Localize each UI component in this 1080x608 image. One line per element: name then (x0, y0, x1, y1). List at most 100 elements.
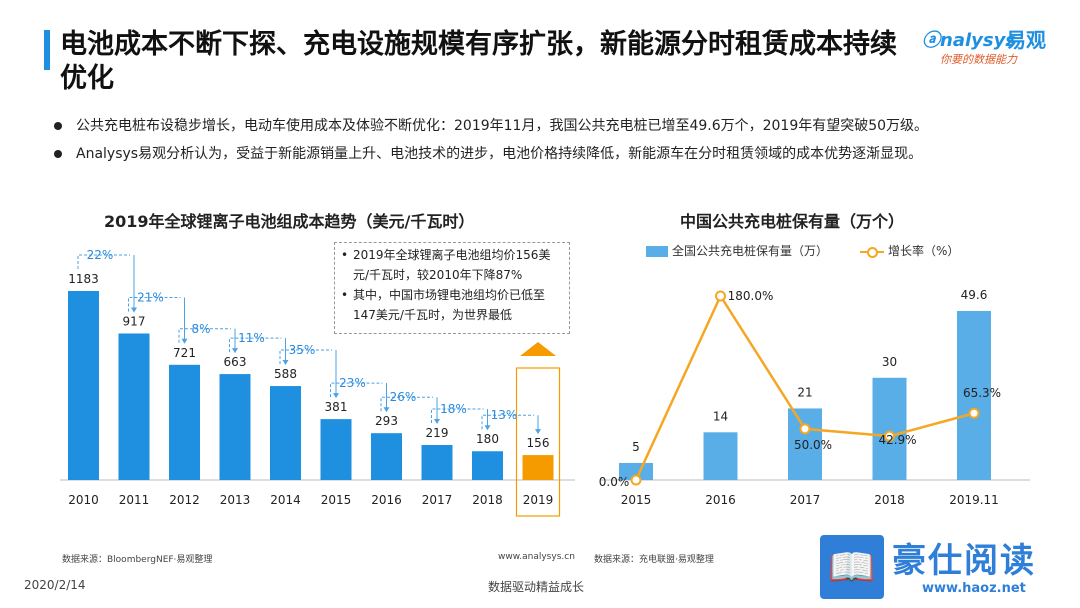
note-item: 2019年全球锂离子电池组均价156美元/千瓦时，较2010年下降87% (339, 245, 565, 285)
legend-line-swatch (860, 246, 884, 258)
right-source: 数据来源：充电联盟·易观整理 (594, 555, 714, 565)
title-accent-bar (44, 30, 50, 70)
chart-legend: 全国公共充电桩保有量（万） 增长率（%） (640, 242, 1060, 262)
x-tick-label: 2016 (371, 493, 402, 507)
data-label: 21 (797, 385, 812, 399)
legend-bar-swatch (646, 246, 668, 257)
left-chart-title: 2019年全球锂离子电池组成本趋势（美元/千瓦时） (104, 212, 475, 231)
book-icon: 📖 (820, 535, 884, 599)
x-tick-label: 2014 (270, 493, 301, 507)
bar (957, 311, 991, 480)
decline-label: 11% (238, 331, 265, 345)
growth-marker (715, 290, 726, 302)
logo-tagline: 你要的数据能力 (940, 53, 1017, 66)
summary-bullets: 公共充电桩布设稳步增长，电动车使用成本及体验不断优化：2019年11月，我国公共… (52, 112, 1062, 168)
decline-label: 23% (339, 376, 366, 390)
bar (68, 291, 99, 480)
data-label: 293 (375, 414, 398, 428)
decline-label: 35% (289, 343, 316, 357)
bar (219, 374, 251, 480)
growth-marker (799, 423, 811, 435)
x-tick-label: 2018 (874, 493, 905, 507)
x-tick-label: 2012 (169, 493, 200, 507)
x-tick-label: 2016 (705, 493, 736, 507)
data-label: 156 (527, 436, 550, 450)
legend-item-bar: 全国公共充电桩保有量（万） (646, 242, 828, 259)
down-arrow-icon (333, 393, 339, 399)
bar (320, 419, 352, 480)
x-tick-label: 2013 (220, 493, 251, 507)
data-label: 663 (224, 355, 247, 369)
growth-label: 65.3% (963, 386, 1001, 400)
bar (619, 462, 653, 480)
left-source-url: www.analysys.cn (498, 552, 575, 562)
decline-label: 26% (390, 390, 417, 404)
growth-label: 50.0% (794, 438, 832, 452)
down-arrow-icon (232, 348, 238, 354)
left-source: 数据来源：BloombergNEF·易观整理 (62, 555, 213, 565)
up-arrow-icon (520, 342, 556, 356)
note-item: 其中，中国市场锂电池组均价已低至147美元/千瓦时，为世界最低 (339, 285, 565, 325)
x-tick-label: 2017 (790, 493, 821, 507)
decline-label: 13% (491, 408, 518, 422)
x-tick-label: 2015 (321, 493, 352, 507)
logo-cn-name: 易观 (1006, 28, 1046, 52)
decline-label: 8% (191, 322, 210, 336)
bar (872, 377, 907, 480)
bar (270, 386, 301, 480)
page-title: 电池成本不断下探、充电设施规模有序扩张，新能源分时租赁成本持续优化 (60, 29, 897, 94)
x-tick-label: 2010 (68, 493, 99, 507)
data-label: 381 (325, 400, 348, 414)
bar (703, 432, 738, 480)
x-tick-label: 2015 (621, 493, 652, 507)
watermark-text: 豪仕阅读 (892, 541, 1036, 581)
data-label: 917 (123, 314, 146, 328)
down-arrow-icon (383, 407, 390, 413)
x-tick-label: 2017 (422, 493, 453, 507)
growth-label: 42.9% (878, 433, 916, 447)
down-arrow-icon (434, 419, 440, 425)
down-arrow-icon (535, 429, 541, 435)
decline-label: 22% (87, 248, 114, 262)
growth-marker (968, 407, 980, 419)
data-label: 1183 (68, 272, 99, 286)
logo-wordmark: ⓐnalysys (922, 30, 1017, 51)
decline-label: 21% (137, 290, 164, 304)
data-label: 180 (476, 432, 499, 446)
x-tick-label: 2018 (472, 493, 503, 507)
data-label: 49.6 (961, 288, 988, 302)
bullet-item: 公共充电桩布设稳步增长，电动车使用成本及体验不断优化：2019年11月，我国公共… (52, 112, 1062, 140)
right-chart-title: 中国公共充电桩保有量（万个） (680, 212, 905, 231)
site-watermark: 📖 豪仕阅读 www.haoz.net (818, 533, 1072, 603)
brand-logo: ⓐnalysys 易观 你要的数据能力 (922, 26, 1062, 70)
x-tick-label: 2019.11 (949, 493, 999, 507)
growth-label: 180.0% (728, 289, 774, 303)
bar (472, 451, 503, 480)
highlight-frame (515, 367, 561, 517)
data-label: 588 (274, 367, 297, 381)
footer-slogan: 数据驱动精益成长 (488, 580, 585, 594)
down-arrow-icon (484, 425, 491, 431)
x-tick-label: 2019 (523, 493, 554, 507)
bar (169, 364, 200, 480)
growth-label: 0.0% (599, 475, 630, 489)
bar (371, 433, 402, 480)
growth-marker (884, 430, 895, 442)
decline-label: 18% (440, 402, 467, 416)
footer-date: 2020/2/14 (24, 578, 86, 592)
x-tick-label: 2011 (119, 493, 150, 507)
data-label: 14 (713, 409, 728, 423)
data-label: 30 (882, 355, 897, 369)
data-label: 219 (426, 426, 449, 440)
data-label: 5 (632, 440, 640, 454)
watermark-url: www.haoz.net (922, 581, 1026, 596)
down-arrow-icon (181, 338, 188, 344)
down-arrow-icon (131, 307, 137, 313)
bar (522, 455, 554, 480)
bullet-item: Analysys易观分析认为，受益于新能源销量上升、电池技术的进步，电池价格持续… (52, 140, 1062, 168)
bar (788, 408, 822, 480)
legend-item-line: 增长率（%） (860, 242, 959, 259)
battery-note-box: 2019年全球锂离子电池组均价156美元/千瓦时，较2010年下降87% 其中，… (334, 242, 570, 334)
bar (118, 333, 150, 480)
